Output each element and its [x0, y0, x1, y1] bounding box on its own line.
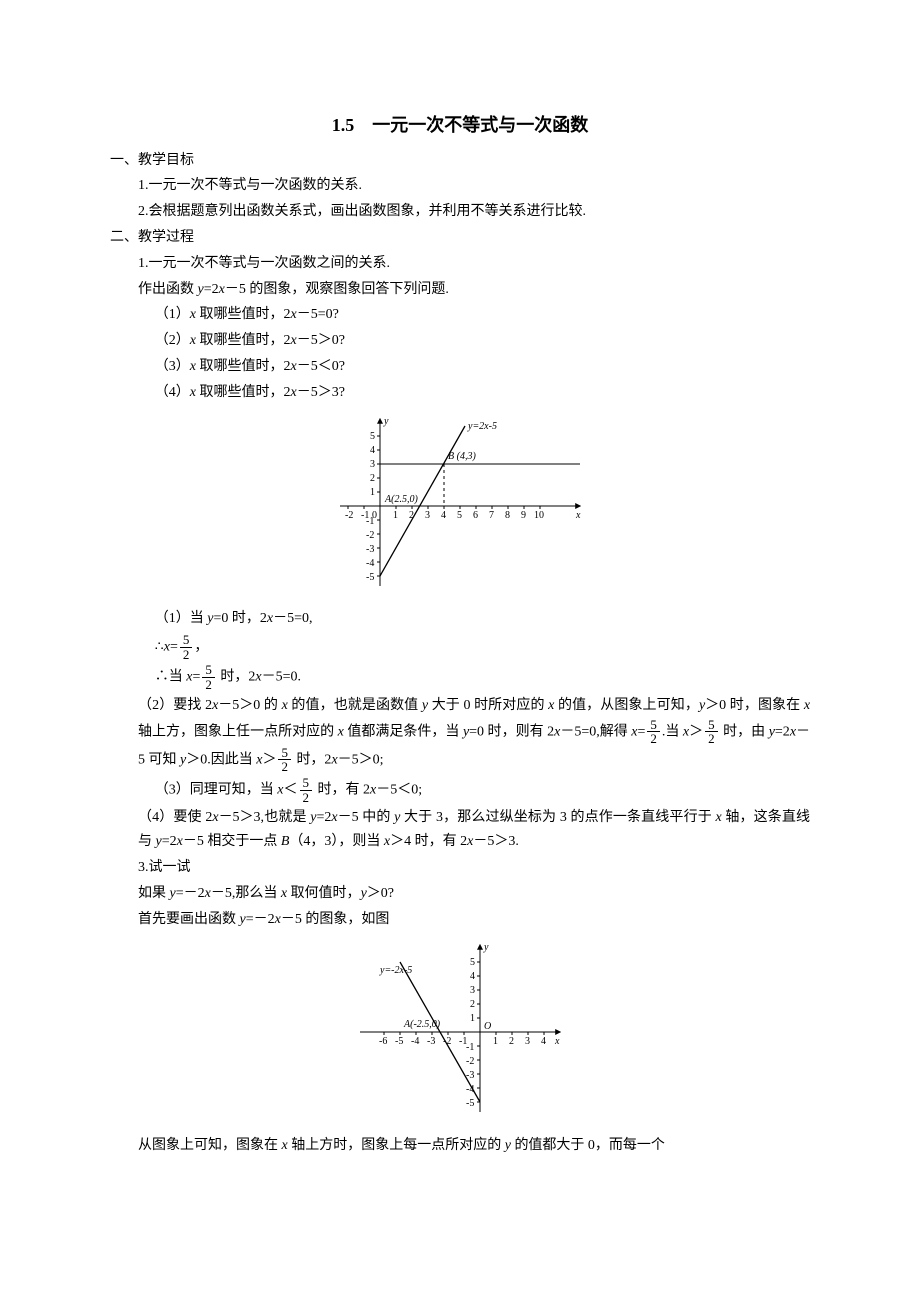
a1-l2-suf: ， [194, 640, 208, 655]
svg-text:5: 5 [470, 957, 475, 968]
svg-text:2: 2 [470, 999, 475, 1010]
fraction-5-over-2: 52 [180, 633, 193, 661]
svg-text:y=2x-5: y=2x-5 [467, 421, 497, 432]
answer-1-line-2: ∴x=52， [110, 633, 810, 661]
answer-1-line-3: ∴当 x=52 时，2x－5=0. [110, 663, 810, 691]
svg-text:-5: -5 [395, 1036, 403, 1047]
svg-text:9: 9 [521, 510, 526, 521]
svg-text:-2: -2 [466, 1056, 474, 1067]
try-intro: 首先要画出函数 y=－2x－5 的图象，如图 [110, 908, 810, 932]
a1-l2-pre: ∴x= [155, 640, 178, 655]
svg-text:5: 5 [370, 431, 375, 442]
svg-text:2: 2 [509, 1036, 514, 1047]
try-heading: 3.试一试 [110, 856, 810, 880]
svg-text:-5: -5 [466, 1098, 474, 1109]
a1-l3-suf: 时，2x－5=0. [217, 670, 301, 685]
chart-2: -6 -5 -4 -3 -2 -1 1 2 3 4 1 2 3 4 5 -1 -… [110, 937, 810, 1126]
answer-3: （3）同理可知，当 x＜52 时，有 2x－5＜0; [110, 776, 810, 804]
svg-text:-1: -1 [466, 1042, 474, 1053]
svg-text:1: 1 [470, 1013, 475, 1024]
svg-text:4: 4 [441, 510, 446, 521]
question-4: （4）x 取哪些值时，2x－5＞3? [110, 381, 810, 405]
svg-text:A(-2.5,0): A(-2.5,0) [403, 1019, 441, 1030]
answer-2: （2）要找 2x－5＞0 的 x 的值，也就是函数值 y 大于 0 时所对应的 … [110, 694, 810, 774]
fraction-5-over-2: 52 [278, 746, 291, 774]
svg-text:-2: -2 [345, 510, 353, 521]
subsection-2-1: 1.一元一次不等式与一次函数之间的关系. [110, 252, 810, 276]
section-2-heading: 二、教学过程 [110, 226, 810, 250]
svg-text:y=-2x-5: y=-2x-5 [379, 965, 412, 976]
svg-text:4: 4 [370, 445, 375, 456]
a2-part4: 时，2x－5＞0; [293, 752, 384, 767]
svg-text:8: 8 [505, 510, 510, 521]
svg-text:2: 2 [370, 473, 375, 484]
svg-text:O: O [484, 1021, 491, 1032]
fraction-5-over-2: 52 [705, 718, 718, 746]
answer-1-line-1: （1）当 y=0 时，2x－5=0, [110, 607, 810, 631]
svg-text:10: 10 [534, 510, 544, 521]
svg-text:5: 5 [457, 510, 462, 521]
svg-text:6: 6 [473, 510, 478, 521]
question-2: （2）x 取哪些值时，2x－5＞0? [110, 329, 810, 353]
a3-pre: （3）同理可知，当 x＜ [155, 782, 298, 797]
svg-text:-6: -6 [379, 1036, 387, 1047]
a2-part2: .当 x＞ [662, 724, 703, 739]
svg-text:1: 1 [370, 487, 375, 498]
a3-post: 时，有 2x－5＜0; [314, 782, 422, 797]
svg-text:-2: -2 [366, 530, 374, 541]
svg-text:y: y [383, 416, 389, 427]
svg-text:2: 2 [409, 510, 414, 521]
document-page: 1.5 一元一次不等式与一次函数 一、教学目标 1.一元一次不等式与一次函数的关… [0, 0, 920, 1302]
svg-text:3: 3 [525, 1036, 530, 1047]
svg-text:-1: -1 [366, 516, 374, 527]
prompt-line: 作出函数 y=2x－5 的图象，观察图象回答下列问题. [110, 278, 810, 302]
svg-text:-4: -4 [411, 1036, 419, 1047]
svg-text:3: 3 [425, 510, 430, 521]
svg-text:-3: -3 [366, 544, 374, 555]
page-title: 1.5 一元一次不等式与一次函数 [110, 110, 810, 141]
section-1-heading: 一、教学目标 [110, 149, 810, 173]
answer-4: （4）要使 2x－5＞3,也就是 y=2x－5 中的 y 大于 3，那么过纵坐标… [110, 806, 810, 854]
svg-text:4: 4 [541, 1036, 546, 1047]
chart-1: -2 -1 0 1 2 3 4 5 6 7 8 9 10 1 2 3 4 5 -… [110, 411, 810, 600]
svg-text:A(2.5,0): A(2.5,0) [384, 494, 418, 505]
svg-text:1: 1 [393, 510, 398, 521]
fraction-5-over-2: 52 [202, 663, 215, 691]
svg-text:3: 3 [370, 459, 375, 470]
question-1: （1）x 取哪些值时，2x－5=0? [110, 303, 810, 327]
svg-text:-2: -2 [443, 1036, 451, 1047]
question-3: （3）x 取哪些值时，2x－5＜0? [110, 355, 810, 379]
svg-text:y: y [483, 942, 489, 953]
svg-text:-3: -3 [427, 1036, 435, 1047]
try-question: 如果 y=－2x－5,那么当 x 取何值时，y＞0? [110, 882, 810, 906]
last-paragraph: 从图象上可知，图象在 x 轴上方时，图象上每一点所对应的 y 的值都大于 0，而… [110, 1134, 810, 1158]
svg-text:-4: -4 [366, 558, 374, 569]
svg-text:-3: -3 [466, 1070, 474, 1081]
fraction-5-over-2: 52 [647, 718, 660, 746]
a1-l3-pre: ∴当 x= [155, 670, 201, 685]
goal-1: 1.一元一次不等式与一次函数的关系. [110, 174, 810, 198]
svg-text:-5: -5 [366, 572, 374, 583]
svg-text:3: 3 [470, 985, 475, 996]
svg-text:x: x [554, 1036, 560, 1047]
svg-text:1: 1 [493, 1036, 498, 1047]
goal-2: 2.会根据题意列出函数关系式，画出函数图象，并利用不等关系进行比较. [110, 200, 810, 224]
svg-text:7: 7 [489, 510, 494, 521]
svg-text:4: 4 [470, 971, 475, 982]
svg-text:x: x [575, 510, 581, 521]
svg-text:-4: -4 [466, 1084, 474, 1095]
svg-text:B (4,3): B (4,3) [448, 451, 476, 462]
fraction-5-over-2: 52 [300, 776, 313, 804]
